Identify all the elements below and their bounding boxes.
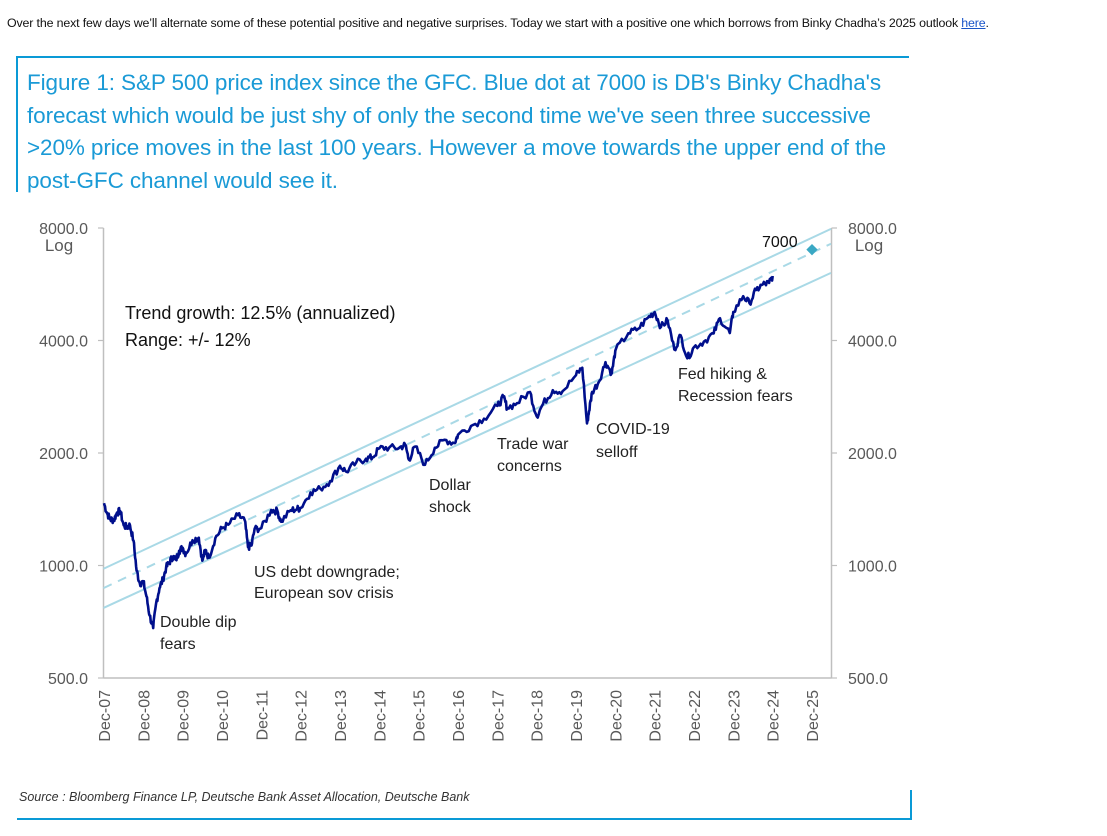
annotation-double-dip-2: fears [160, 636, 196, 653]
annotation-covid-1: COVID-19 [596, 421, 670, 438]
trend-growth-label: Trend growth: 12.5% (annualized) [125, 303, 395, 323]
channel-upper-line [103, 227, 832, 570]
x-tick-label: Dec-12 [294, 690, 311, 742]
annotation-debt-1: US debt downgrade; [254, 564, 400, 581]
intro-text: Over the next few days we’ll alternate s… [7, 16, 962, 30]
y-tick-label: 4000.0 [39, 334, 88, 351]
x-tick-label: Dec-13 [333, 690, 350, 742]
x-tick-label: Dec-15 [412, 690, 429, 742]
annotation-fed-2: Recession fears [678, 388, 793, 405]
figure-source: Source : Bloomberg Finance LP, Deutsche … [19, 790, 470, 804]
y-tick-label: 4000.0 [848, 334, 897, 351]
x-tick-label: Dec-11 [254, 690, 271, 740]
y-tick-label: 8000.0 [39, 221, 88, 238]
x-tick-label: Dec-19 [569, 690, 586, 742]
x-tick-label: Dec-07 [97, 690, 114, 742]
figure-top-rule [16, 56, 909, 58]
x-tick-label: Dec-22 [687, 690, 704, 742]
y-tick-label: 8000.0 [848, 221, 897, 238]
intro-paragraph: Over the next few days we’ll alternate s… [7, 16, 989, 30]
channel-lower-line [103, 271, 832, 609]
annotation-covid-2: selloff [596, 444, 638, 461]
left-log-label: Log [45, 236, 73, 255]
annotation-debt-2: European sov crisis [254, 585, 394, 602]
left-y-ticks: 8000.0 4000.0 2000.0 1000.0 500.0 [39, 221, 104, 688]
intro-trailing: . [985, 16, 989, 30]
figure-title: Figure 1: S&P 500 price index since the … [27, 70, 887, 193]
outlook-link[interactable]: here [961, 16, 986, 30]
forecast-diamond [806, 244, 818, 256]
y-tick-label: 500.0 [848, 671, 888, 688]
right-log-label: Log [855, 236, 883, 255]
x-tick-label: Dec-17 [490, 690, 507, 742]
x-tick-label: Dec-08 [136, 690, 153, 742]
forecast-label: 7000 [762, 234, 798, 251]
y-tick-label: 2000.0 [848, 446, 897, 463]
x-tick-label: Dec-14 [372, 690, 389, 742]
sp500-chart: 8000.0 4000.0 2000.0 1000.0 500.0 8000.0 4000… [39, 221, 897, 742]
range-label: Range: +/- 12% [125, 330, 251, 350]
y-tick-label: 1000.0 [39, 559, 88, 576]
x-tick-label: Dec-25 [805, 690, 822, 742]
x-tick-label: Dec-10 [215, 690, 232, 742]
y-tick-label: 1000.0 [848, 559, 897, 576]
right-y-ticks: 8000.0 4000.0 2000.0 1000.0 500.0 [831, 221, 897, 688]
channel-mid-line [103, 242, 832, 590]
x-tick-label: Dec-18 [530, 690, 547, 742]
figure-bottom-rule [17, 818, 912, 820]
figure-right-rule [910, 790, 912, 820]
trend-channel [103, 227, 832, 609]
annotation-trade-2: concerns [497, 458, 562, 475]
annotation-trade-1: Trade war [497, 436, 569, 453]
x-ticks: Dec-07 Dec-08 Dec-09 Dec-10 Dec-11 Dec-12 Dec-… [97, 690, 822, 742]
annotation-dollar-1: Dollar [429, 477, 471, 494]
x-tick-label: Dec-09 [176, 690, 193, 742]
y-tick-label: 2000.0 [39, 446, 88, 463]
annotation-fed-1: Fed hiking & [678, 366, 767, 383]
annotation-double-dip-1: Double dip [160, 614, 237, 631]
x-tick-label: Dec-20 [608, 690, 625, 742]
x-tick-label: Dec-16 [451, 690, 468, 742]
annotation-dollar-2: shock [429, 499, 472, 516]
sp500-line [102, 275, 774, 630]
x-tick-label: Dec-23 [726, 690, 743, 742]
y-tick-label: 500.0 [48, 671, 88, 688]
figure-left-rule [16, 56, 18, 192]
x-tick-label: Dec-24 [766, 690, 783, 742]
x-tick-label: Dec-21 [648, 690, 665, 742]
